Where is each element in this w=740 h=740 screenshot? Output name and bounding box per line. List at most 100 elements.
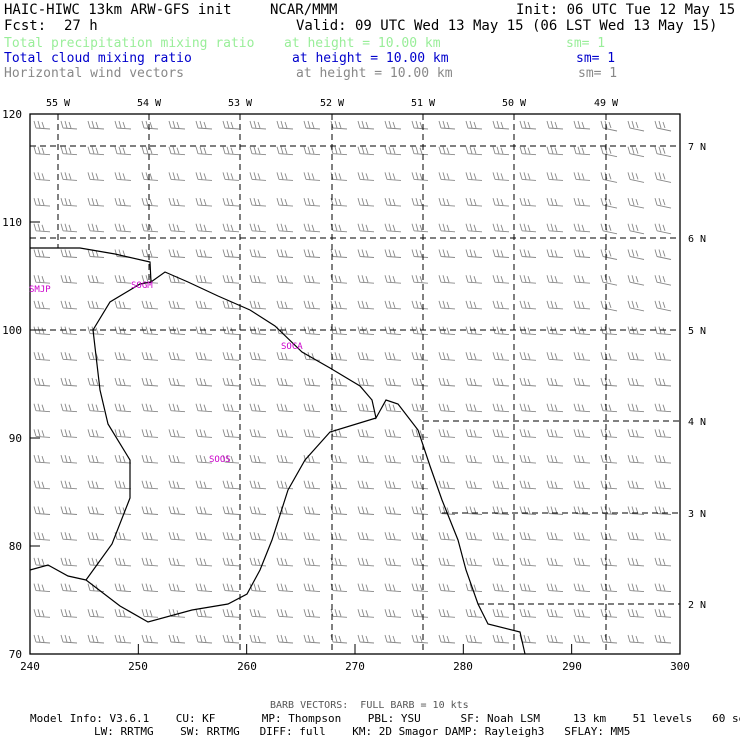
wind-barb bbox=[33, 377, 51, 387]
wind-barb bbox=[492, 454, 510, 464]
wind-barb bbox=[222, 454, 240, 464]
field-precip-sm: sm= 1 bbox=[566, 36, 606, 51]
wind-barb bbox=[303, 197, 321, 207]
wind-barb bbox=[249, 275, 267, 284]
wind-barb bbox=[87, 634, 105, 644]
wind-barb bbox=[222, 480, 240, 490]
lon-label: 54 W bbox=[137, 98, 162, 109]
wind-barb bbox=[546, 249, 564, 258]
wind-barb bbox=[384, 609, 402, 618]
wind-barb bbox=[627, 429, 645, 438]
wind-barb bbox=[654, 352, 672, 361]
wind-barb bbox=[249, 249, 267, 258]
wind-barb bbox=[546, 352, 564, 361]
wind-barb bbox=[384, 634, 402, 644]
lat-label: 5 N bbox=[688, 326, 706, 337]
wind-barb bbox=[195, 609, 213, 618]
fcst-label: Fcst: bbox=[4, 18, 47, 34]
wind-barb bbox=[276, 275, 294, 284]
wind-barb bbox=[465, 326, 483, 336]
wind-barb bbox=[303, 275, 321, 284]
wind-barb bbox=[654, 429, 672, 438]
wind-barb bbox=[519, 352, 537, 361]
wind-barb bbox=[330, 609, 348, 618]
wind-barb bbox=[600, 506, 618, 515]
field-precip-name: Total precipitation mixing ratio bbox=[4, 36, 255, 51]
wind-barb bbox=[384, 583, 402, 593]
wind-barb bbox=[519, 120, 537, 130]
wind-barb bbox=[33, 172, 51, 181]
wind-barb bbox=[303, 326, 321, 336]
wind-barb bbox=[357, 403, 375, 413]
wind-barb bbox=[330, 454, 348, 464]
wind-barb bbox=[60, 583, 78, 593]
wind-barb bbox=[600, 223, 618, 235]
station-label-soos: SOOS bbox=[209, 455, 231, 465]
wind-barb bbox=[519, 454, 537, 464]
wind-barb bbox=[249, 506, 267, 515]
wind-barb bbox=[600, 352, 618, 361]
wind-barb bbox=[168, 634, 186, 644]
x-tick-label: 250 bbox=[128, 660, 148, 673]
wind-barb bbox=[87, 249, 105, 258]
wind-barb bbox=[492, 249, 510, 258]
wind-barb bbox=[87, 609, 105, 618]
wind-barb bbox=[60, 120, 78, 130]
wind-barb bbox=[519, 480, 537, 490]
wind-barb bbox=[492, 275, 510, 284]
wind-barb bbox=[195, 429, 213, 438]
wind-barb bbox=[492, 532, 510, 541]
wind-barb bbox=[195, 480, 213, 490]
wind-barb bbox=[33, 506, 51, 515]
wind-barb bbox=[465, 609, 483, 618]
wind-barb bbox=[411, 583, 429, 593]
wind-barb bbox=[33, 223, 51, 233]
wind-barb bbox=[195, 249, 213, 258]
wind-barb bbox=[60, 403, 78, 413]
wind-barb bbox=[573, 532, 591, 541]
wind-barb bbox=[546, 326, 564, 336]
wind-barb bbox=[465, 532, 483, 541]
wind-barb bbox=[222, 557, 240, 567]
wind-barb bbox=[195, 557, 213, 567]
wind-barb bbox=[357, 249, 375, 258]
wind-barb bbox=[330, 480, 348, 490]
wind-barb bbox=[600, 454, 618, 464]
x-tick-label: 260 bbox=[237, 660, 257, 673]
wind-barb bbox=[141, 583, 159, 593]
wind-barb bbox=[168, 506, 186, 515]
y-tick-label: 70 bbox=[9, 648, 22, 661]
wind-barb bbox=[87, 583, 105, 593]
wind-barb bbox=[195, 326, 213, 336]
wind-barb bbox=[627, 197, 645, 209]
wind-barb bbox=[60, 197, 78, 207]
wind-barb bbox=[303, 300, 321, 310]
wind-barb bbox=[546, 480, 564, 490]
wind-barb bbox=[114, 634, 132, 644]
wind-barb bbox=[114, 300, 132, 310]
wind-barb bbox=[465, 172, 483, 181]
wind-barb bbox=[600, 275, 618, 286]
lat-lon-grid bbox=[30, 114, 680, 654]
model-info-line2: LW: RRTMG SW: RRTMG DIFF: full KM: 2D Sm… bbox=[94, 725, 631, 738]
wind-barb bbox=[465, 506, 483, 515]
wind-barb bbox=[33, 146, 51, 156]
wind-barb bbox=[114, 249, 132, 258]
wind-barb bbox=[141, 172, 159, 181]
wind-barb bbox=[546, 634, 564, 644]
wind-barb bbox=[222, 506, 240, 515]
wind-barb bbox=[492, 506, 510, 515]
wind-barb bbox=[141, 377, 159, 387]
wind-barb bbox=[438, 197, 456, 207]
wind-barb bbox=[87, 480, 105, 490]
wind-barb bbox=[600, 146, 618, 158]
wind-barb bbox=[249, 300, 267, 310]
field-wind-level: at height = 10.00 km bbox=[296, 66, 453, 81]
wind-barb bbox=[654, 583, 672, 593]
wind-barb bbox=[276, 352, 294, 361]
wind-barb bbox=[465, 583, 483, 593]
wind-barb bbox=[654, 326, 672, 336]
wind-barb bbox=[60, 429, 78, 438]
wind-barb bbox=[330, 352, 348, 361]
model-info-line1: Model Info: V3.6.1 CU: KF MP: Thompson P… bbox=[30, 712, 740, 725]
